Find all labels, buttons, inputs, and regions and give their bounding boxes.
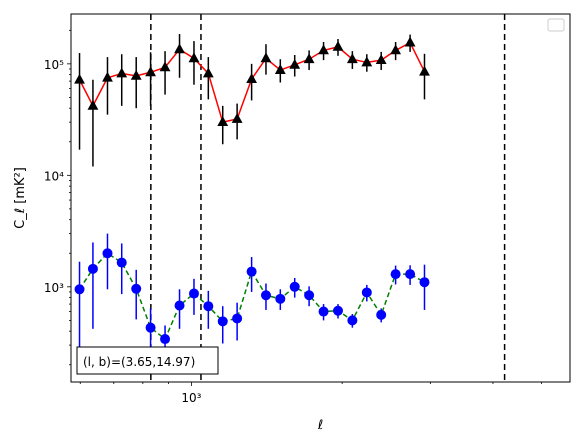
series-1-point <box>217 316 228 327</box>
series-0-point <box>188 52 200 63</box>
series-0-point <box>390 44 402 55</box>
series-1-point <box>102 248 113 259</box>
legend-box <box>547 18 565 32</box>
series-0-point <box>332 40 344 51</box>
series-0-point <box>174 43 185 54</box>
series-1-point <box>174 300 185 311</box>
series-0-point <box>102 71 113 82</box>
x-tick-label: 10³ <box>181 391 201 405</box>
series-1-point <box>332 305 343 316</box>
series-1-point <box>304 290 315 301</box>
series-0-point <box>318 44 329 55</box>
series-1-point <box>131 283 142 294</box>
series-0-point <box>274 64 286 74</box>
series-1-point <box>246 266 257 277</box>
series-1-point <box>347 315 358 326</box>
series-1-point <box>419 277 430 288</box>
series-1-point <box>87 263 98 274</box>
series-0-point <box>361 56 373 67</box>
series-0-point <box>217 116 229 127</box>
data-group <box>74 14 506 382</box>
series-1-point <box>116 257 127 268</box>
series-0-point <box>231 113 243 123</box>
series-0-point <box>159 61 171 72</box>
series-1-point <box>232 313 243 324</box>
series-0-point <box>145 66 156 77</box>
series-0-point <box>87 99 99 110</box>
axes-frame <box>70 13 571 383</box>
annotation-frame <box>76 346 219 375</box>
annotation-box: (l, b)=(3.65,14.97) <box>76 346 219 375</box>
series-0-point <box>404 36 416 47</box>
series-1-point <box>145 322 156 333</box>
series-0-point <box>419 65 430 76</box>
series-1-point <box>260 290 271 301</box>
x-axis-label: ℓ <box>317 418 323 433</box>
series-0-point <box>303 53 315 64</box>
series-1-point <box>390 269 401 280</box>
series-1-point <box>405 269 416 280</box>
y-tick-label: 10³ <box>44 281 64 295</box>
series-1-point <box>203 301 214 312</box>
plot-layer: 10³ 10³ 10⁴ 10⁵ (l, b)=(3.65,14.97) <box>44 13 571 405</box>
series-0-point <box>346 53 358 64</box>
series-1-point <box>318 306 329 317</box>
y-tick-label: 10⁵ <box>44 58 64 72</box>
series-1-point <box>361 287 372 298</box>
series-1-point <box>160 334 171 345</box>
y-axis-label: C_ℓ [mK²] <box>13 167 28 229</box>
series-1-point <box>289 281 300 292</box>
series-0-point <box>289 58 301 69</box>
series-1-point <box>376 309 387 320</box>
series-0-point <box>260 52 272 63</box>
series-1-point <box>74 284 85 295</box>
series-0-point <box>116 67 128 78</box>
series-0-point <box>202 67 214 78</box>
series-1-point <box>275 293 286 304</box>
series-1-point <box>188 288 199 299</box>
y-tick-label: 10⁴ <box>44 169 64 183</box>
series-0-point <box>74 73 85 84</box>
series-0-point <box>130 69 142 80</box>
series-0-point <box>246 73 258 83</box>
annotation-text: (l, b)=(3.65,14.97) <box>83 355 195 369</box>
series-0-point <box>375 54 387 65</box>
